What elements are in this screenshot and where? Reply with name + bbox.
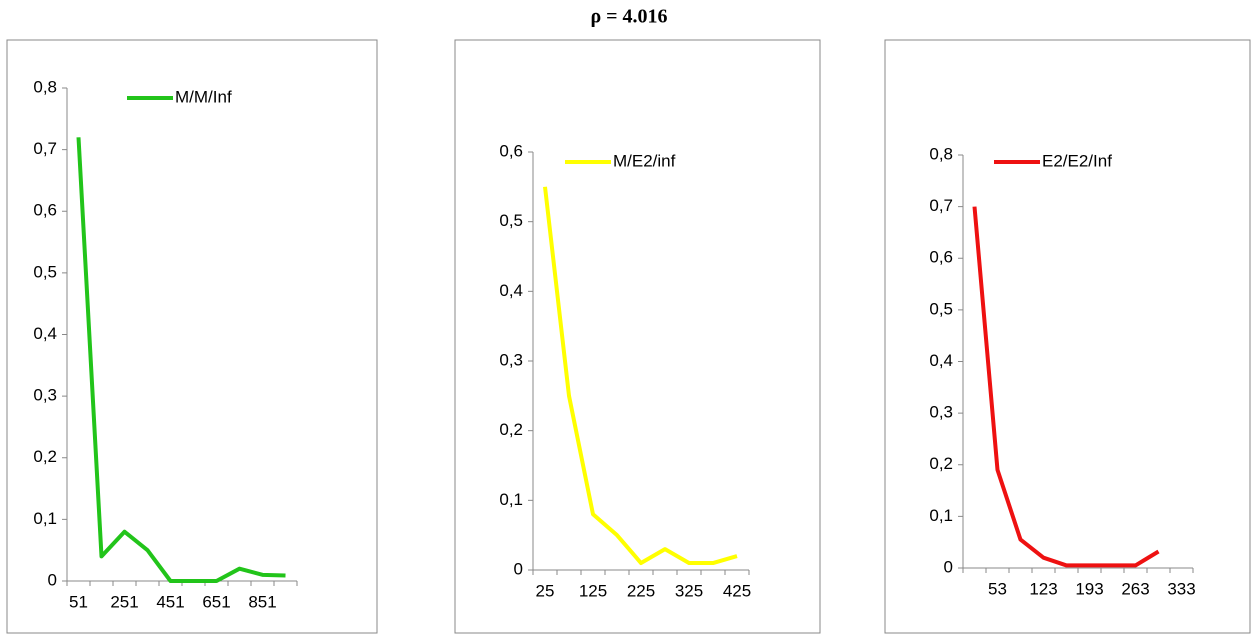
y-tick-label: 0,5 xyxy=(499,211,523,230)
chart-panel xyxy=(6,39,378,634)
y-tick-label: 0,1 xyxy=(929,506,953,525)
chart-panel xyxy=(454,39,821,634)
y-tick-label: 0,6 xyxy=(499,141,523,160)
x-tick-label: 251 xyxy=(110,592,138,611)
x-tick-label: 333 xyxy=(1167,579,1195,598)
y-tick-label: 0,2 xyxy=(929,454,953,473)
legend-label: M/M/Inf xyxy=(175,87,232,106)
x-tick-label: 53 xyxy=(988,579,1007,598)
y-tick-label: 0 xyxy=(48,570,57,589)
x-tick-label: 263 xyxy=(1121,579,1149,598)
x-tick-label: 125 xyxy=(579,581,607,600)
y-tick-label: 0,2 xyxy=(33,447,57,466)
x-tick-label: 225 xyxy=(627,581,655,600)
legend-label: M/E2/inf xyxy=(613,151,676,170)
chart-panel xyxy=(884,39,1251,634)
x-tick-label: 25 xyxy=(536,581,555,600)
x-tick-label: 851 xyxy=(248,592,276,611)
x-tick-label: 451 xyxy=(156,592,184,611)
y-tick-label: 0,3 xyxy=(33,386,57,405)
x-tick-label: 123 xyxy=(1029,579,1057,598)
x-tick-label: 51 xyxy=(69,592,88,611)
y-tick-label: 0,8 xyxy=(33,77,57,96)
y-tick-label: 0,6 xyxy=(929,248,953,267)
y-tick-label: 0,7 xyxy=(929,196,953,215)
y-tick-label: 0 xyxy=(944,557,953,576)
x-tick-label: 651 xyxy=(202,592,230,611)
x-tick-label: 425 xyxy=(723,581,751,600)
series-line xyxy=(972,206,1160,568)
y-tick-label: 0,1 xyxy=(33,509,57,528)
y-tick-label: 0,6 xyxy=(33,201,57,220)
y-tick-label: 0,4 xyxy=(929,351,953,370)
y-tick-label: 0,2 xyxy=(499,420,523,439)
x-tick-label: 193 xyxy=(1075,579,1103,598)
y-tick-label: 0,1 xyxy=(499,490,523,509)
legend-label: E2/E2/Inf xyxy=(1042,151,1112,170)
y-tick-label: 0,5 xyxy=(929,299,953,318)
y-tick-label: 0,8 xyxy=(929,144,953,163)
x-tick-label: 325 xyxy=(675,581,703,600)
y-tick-label: 0,4 xyxy=(499,281,523,300)
y-tick-label: 0,4 xyxy=(33,324,57,343)
y-tick-label: 0,3 xyxy=(929,403,953,422)
y-tick-label: 0,7 xyxy=(33,139,57,158)
series-line xyxy=(76,137,286,583)
y-tick-label: 0,5 xyxy=(33,262,57,281)
y-tick-label: 0,3 xyxy=(499,350,523,369)
page-title: ρ = 4.016 xyxy=(590,6,667,28)
y-tick-label: 0 xyxy=(514,559,523,578)
series-line xyxy=(543,186,738,566)
